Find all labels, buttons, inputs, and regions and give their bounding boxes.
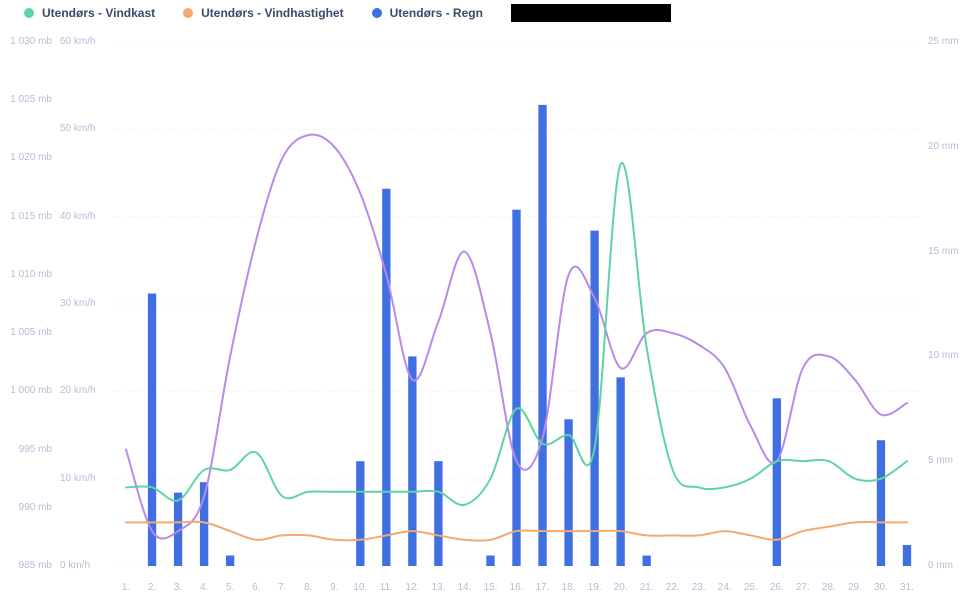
chart-container: Utendørs - Vindkast Utendørs - Vindhasti… (0, 0, 973, 603)
y-axis-kmh-label: 60 km/h (60, 36, 105, 47)
x-axis-label: 14. (457, 582, 471, 593)
x-axis-label: 13. (431, 582, 445, 593)
y-axis-mb-label: 1 025 mb (2, 94, 52, 105)
x-axis-label: 24. (718, 582, 732, 593)
x-axis-label: 31. (900, 582, 914, 593)
x-axis-label: 22. (666, 582, 680, 593)
x-axis-label: 30. (874, 582, 888, 593)
legend-swatch (24, 8, 34, 18)
y-axis-mb-label: 1 000 mb (2, 385, 52, 396)
bar (486, 556, 494, 566)
x-axis-label: 1. (122, 582, 130, 593)
bar (903, 545, 911, 566)
y-axis-kmh-label: 40 km/h (60, 211, 105, 222)
x-axis-label: 28. (822, 582, 836, 593)
legend-label: Utendørs - Vindkast (42, 6, 155, 20)
x-axis-label: 26. (770, 582, 784, 593)
y-axis-mm-label: 25 mm (928, 36, 973, 47)
y-axis-mm-label: 20 mm (928, 141, 973, 152)
bar (564, 419, 572, 566)
y-axis-mb-label: 990 mb (2, 502, 52, 513)
bar (590, 231, 598, 566)
bar (512, 210, 520, 566)
legend-label: Utendørs - Regn (390, 6, 483, 20)
x-axis-label: 2. (148, 582, 156, 593)
x-axis-label: 16. (510, 582, 524, 593)
y-axis-kmh-label: 10 km/h (60, 473, 105, 484)
bar (877, 440, 885, 566)
x-axis-label: 18. (562, 582, 576, 593)
legend-item-regn[interactable]: Utendørs - Regn (372, 6, 483, 20)
legend-swatch (372, 8, 382, 18)
legend-swatch (183, 8, 193, 18)
y-axis-mb-label: 1 020 mb (2, 152, 52, 163)
x-axis-label: 17. (536, 582, 550, 593)
y-axis-mb-label: 1 030 mb (2, 36, 52, 47)
x-axis-label: 11. (380, 582, 393, 593)
bar (434, 461, 442, 566)
x-axis-label: 7. (278, 582, 286, 593)
legend-item-vindkast[interactable]: Utendørs - Vindkast (24, 6, 155, 20)
y-axis-kmh-label: 0 km/h (60, 560, 105, 571)
y-axis-mb-label: 1 005 mb (2, 327, 52, 338)
x-axis-label: 5. (226, 582, 234, 593)
bar (538, 105, 546, 566)
y-axis-kmh-label: 30 km/h (60, 298, 105, 309)
x-axis-label: 21. (640, 582, 654, 593)
x-axis-label: 4. (200, 582, 208, 593)
x-axis-label: 19. (588, 582, 602, 593)
x-axis-label: 15. (484, 582, 498, 593)
y-axis-mb-label: 985 mb (2, 560, 52, 571)
y-axis-mb-label: 1 015 mb (2, 211, 52, 222)
x-axis-label: 12. (405, 582, 419, 593)
x-axis-label: 6. (252, 582, 260, 593)
y-axis-kmh-label: 50 km/h (60, 123, 105, 134)
x-axis-label: 9. (330, 582, 338, 593)
x-axis-label: 20. (614, 582, 628, 593)
bar (616, 377, 624, 566)
y-axis-kmh-label: 20 km/h (60, 385, 105, 396)
chart-svg (0, 26, 973, 603)
y-axis-mb-label: 995 mb (2, 444, 52, 455)
legend-label: Utendørs - Vindhastighet (201, 6, 343, 20)
x-axis-label: 27. (796, 582, 810, 593)
y-axis-mm-label: 5 mm (928, 455, 973, 466)
x-axis-label: 25. (744, 582, 758, 593)
y-axis-mm-label: 15 mm (928, 246, 973, 257)
x-axis-label: 10. (353, 582, 367, 593)
y-axis-mm-label: 10 mm (928, 350, 973, 361)
bar (226, 556, 234, 566)
bar (356, 461, 364, 566)
x-axis-label: 29. (848, 582, 862, 593)
bar (408, 356, 416, 566)
x-axis-label: 23. (692, 582, 706, 593)
y-axis-mb-label: 1 010 mb (2, 269, 52, 280)
x-axis-label: 3. (174, 582, 182, 593)
y-axis-mm-label: 0 mm (928, 560, 973, 571)
bar (382, 189, 390, 566)
legend-item-vindhastighet[interactable]: Utendørs - Vindhastighet (183, 6, 343, 20)
x-axis-label: 8. (304, 582, 312, 593)
legend: Utendørs - Vindkast Utendørs - Vindhasti… (0, 0, 973, 26)
bar (773, 398, 781, 566)
redacted-block (511, 4, 671, 22)
bar (642, 556, 650, 566)
plot-area: 985 mb 990 mb 995 mb 1 000 mb 1 005 mb 1 010 … (0, 26, 973, 603)
